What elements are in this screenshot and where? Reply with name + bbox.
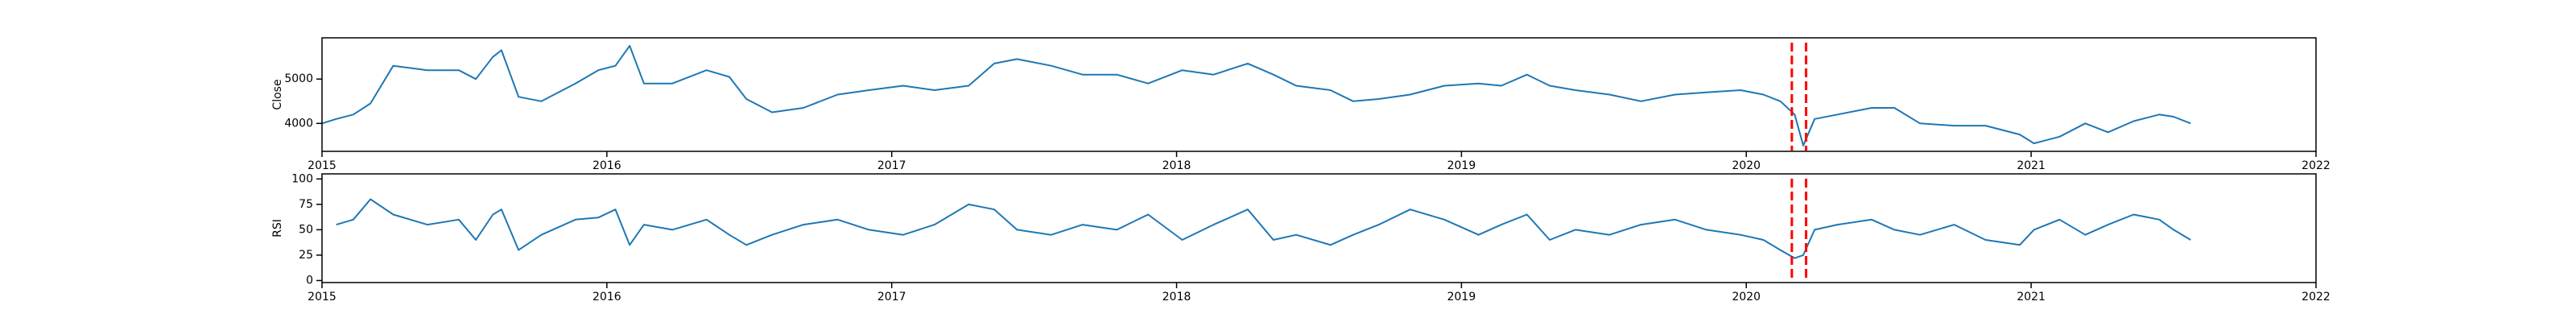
y-tick-label: 50 xyxy=(299,223,313,236)
x-tick-label: 2019 xyxy=(1447,159,1476,172)
x-tick-label: 2016 xyxy=(592,291,621,303)
x-tick-label: 2018 xyxy=(1162,291,1191,303)
data-line xyxy=(321,44,2191,147)
y-tick-label: 4000 xyxy=(284,117,313,130)
y-tick-label: 0 xyxy=(306,274,313,287)
x-tick-label: 2015 xyxy=(308,291,336,303)
plot-frame xyxy=(321,173,2317,283)
x-tick-label: 2017 xyxy=(877,291,906,303)
y-axis-label: Close xyxy=(271,79,284,109)
plot-frame xyxy=(321,37,2317,152)
x-tick-label: 2021 xyxy=(2017,159,2046,172)
x-tick-label: 2019 xyxy=(1447,291,1476,303)
y-tick-label: 5000 xyxy=(284,72,313,85)
x-tick-label: 2018 xyxy=(1162,159,1191,172)
x-tick-label: 2020 xyxy=(1732,291,1761,303)
y-tick-label: 100 xyxy=(291,172,313,185)
x-tick-label: 2022 xyxy=(2301,291,2330,303)
y-axis-label: RSI xyxy=(271,219,284,237)
x-tick-label: 2015 xyxy=(308,159,336,172)
data-line xyxy=(336,198,2191,259)
x-tick-label: 2021 xyxy=(2017,291,2046,303)
y-tick-label: 25 xyxy=(299,249,313,262)
y-tick-label: 75 xyxy=(299,198,313,211)
x-tick-label: 2016 xyxy=(592,159,621,172)
x-tick-label: 2017 xyxy=(877,159,906,172)
x-tick-label: 2022 xyxy=(2301,159,2330,172)
x-tick-label: 2020 xyxy=(1732,159,1761,172)
